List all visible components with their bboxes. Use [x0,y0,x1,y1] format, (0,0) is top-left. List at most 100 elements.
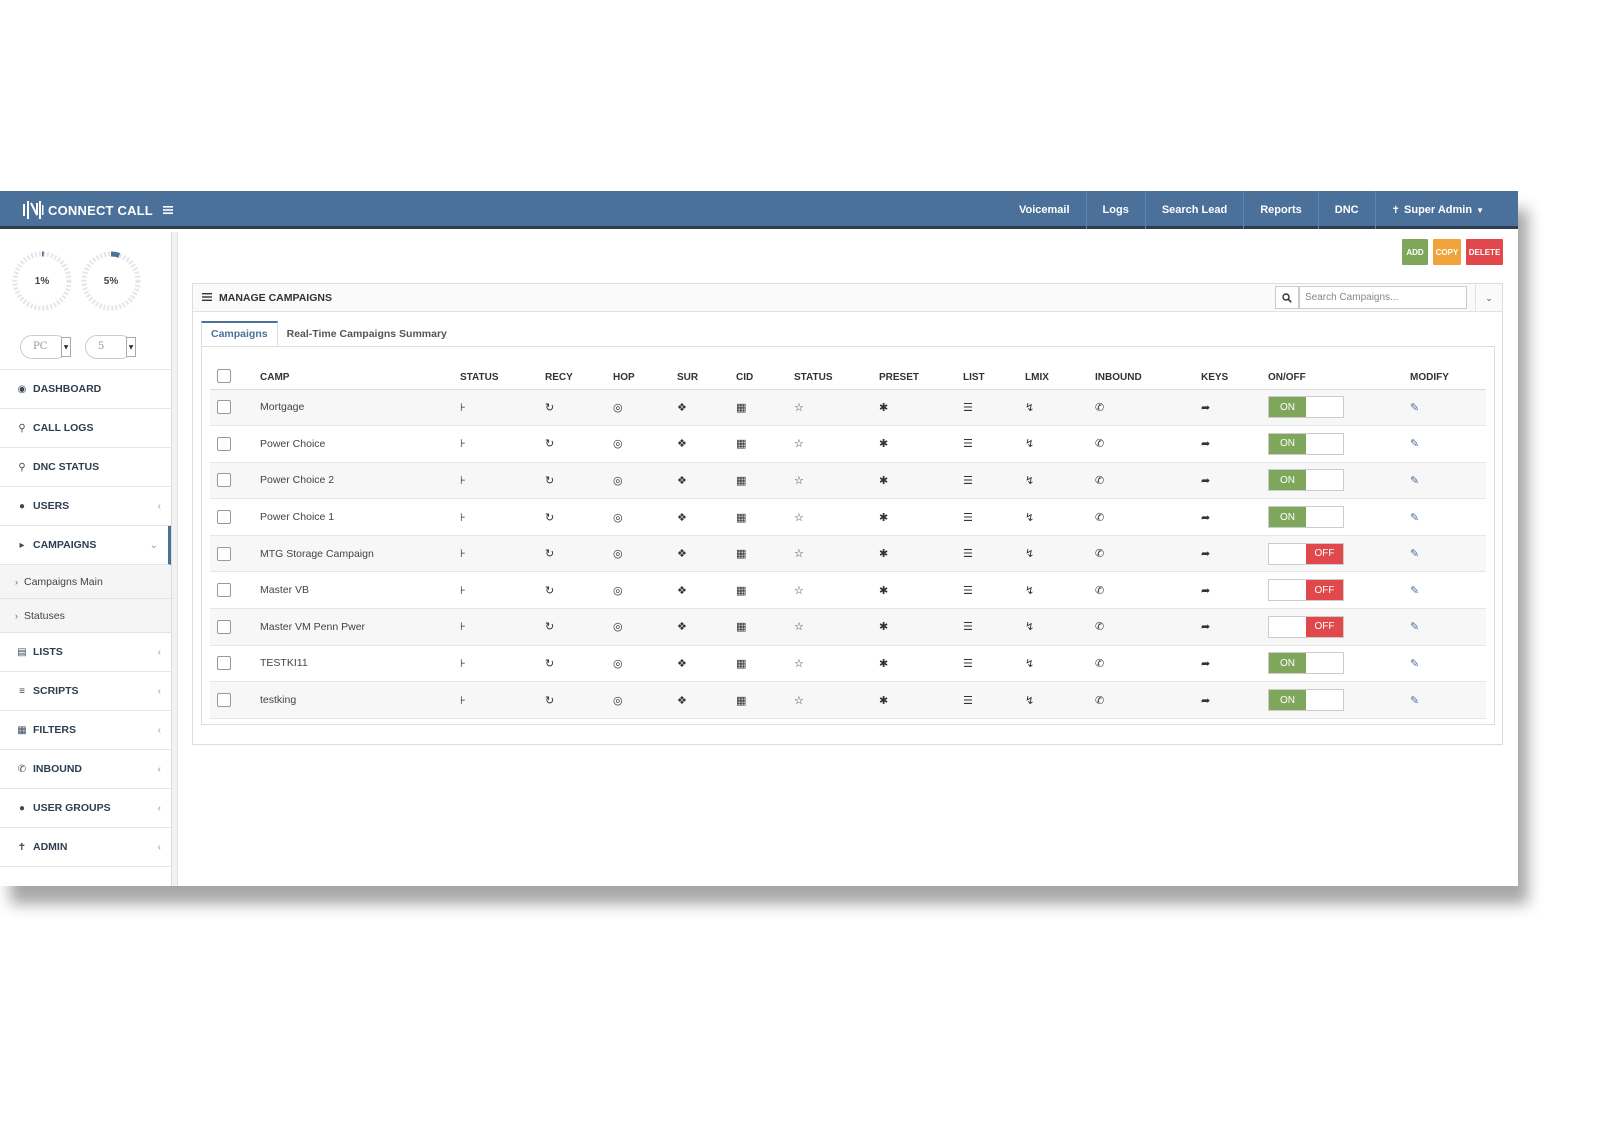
list-icon[interactable]: ☰ [963,584,973,597]
list-icon[interactable]: ☰ [963,401,973,414]
recycle-icon[interactable]: ↻ [545,694,555,707]
delete-button[interactable]: DELETE [1466,239,1503,265]
hopper-icon[interactable]: ◎ [613,584,623,597]
nav-search-lead[interactable]: Search Lead [1144,191,1243,229]
survey-icon[interactable]: ❖ [677,438,687,451]
sidebar-item-dnc-status[interactable]: ⚲ DNC STATUS [0,448,171,487]
survey-icon[interactable]: ❖ [677,694,687,707]
cid-grid-icon[interactable]: ▦ [736,401,747,414]
sidebar-item-campaigns[interactable]: ▸ CAMPAIGNS ⌄ [0,526,171,565]
status-star-icon[interactable]: ☆ [794,584,804,597]
search-button[interactable] [1275,286,1299,309]
status-sitemap-icon[interactable]: ⊦ [460,438,466,451]
nav-dnc[interactable]: DNC [1317,191,1375,229]
recycle-icon[interactable]: ↻ [545,584,555,597]
inbound-phone-icon[interactable]: ✆ [1095,548,1105,561]
row-checkbox[interactable] [217,436,231,451]
status-star-icon[interactable]: ☆ [794,438,804,451]
list-icon[interactable]: ☰ [963,694,973,707]
row-checkbox[interactable] [217,583,231,598]
chevron-down-icon[interactable]: ⌄ [1475,284,1502,312]
on-off-toggle[interactable]: ON [1268,396,1344,419]
hopper-icon[interactable]: ◎ [613,401,623,414]
edit-icon[interactable]: ✎ [1410,401,1420,414]
on-off-toggle[interactable]: OFF [1268,579,1344,602]
sidebar-item-filters[interactable]: ▦ FILTERS ‹ [0,711,171,750]
row-checkbox[interactable] [217,400,231,415]
search-input[interactable] [1299,286,1467,309]
survey-icon[interactable]: ❖ [677,621,687,634]
status-star-icon[interactable]: ☆ [794,401,804,414]
recycle-icon[interactable]: ↻ [545,438,555,451]
cid-grid-icon[interactable]: ▦ [736,584,747,597]
camp-name[interactable]: testking [260,681,460,719]
list-icon[interactable]: ☰ [963,474,973,487]
row-checkbox[interactable] [217,656,231,671]
survey-icon[interactable]: ❖ [677,548,687,561]
lmix-bolt-icon[interactable]: ↯ [1025,694,1035,707]
cid-grid-icon[interactable]: ▦ [736,621,747,634]
status-sitemap-icon[interactable]: ⊦ [460,474,466,487]
status-star-icon[interactable]: ☆ [794,474,804,487]
add-button[interactable]: ADD [1402,239,1428,265]
inbound-phone-icon[interactable]: ✆ [1095,474,1105,487]
lmix-bolt-icon[interactable]: ↯ [1025,401,1035,414]
edit-icon[interactable]: ✎ [1410,621,1420,634]
row-checkbox[interactable] [217,693,231,708]
hopper-icon[interactable]: ◎ [613,438,623,451]
preset-asterisk-icon[interactable]: ✱ [879,438,889,451]
status-sitemap-icon[interactable]: ⊦ [460,694,466,707]
status-sitemap-icon[interactable]: ⊦ [460,511,466,524]
inbound-phone-icon[interactable]: ✆ [1095,621,1105,634]
camp-name[interactable]: MTG Storage Campaign [260,535,460,573]
status-sitemap-icon[interactable]: ⊦ [460,621,466,634]
edit-icon[interactable]: ✎ [1410,548,1420,561]
edit-icon[interactable]: ✎ [1410,438,1420,451]
sidebar-item-lists[interactable]: ▤ LISTS ‹ [0,633,171,672]
list-icon[interactable]: ☰ [963,548,973,561]
sidebar-sub-statuses[interactable]: › Statuses [0,599,171,633]
lmix-bolt-icon[interactable]: ↯ [1025,474,1035,487]
lmix-bolt-icon[interactable]: ↯ [1025,584,1035,597]
sidebar-item-users[interactable]: ● USERS ‹ [0,487,171,526]
hopper-icon[interactable]: ◎ [613,548,623,561]
on-off-toggle[interactable]: OFF [1268,615,1344,638]
sidebar-item-scripts[interactable]: ≡ SCRIPTS ‹ [0,672,171,711]
sidebar-item-call-logs[interactable]: ⚲ CALL LOGS [0,409,171,448]
edit-icon[interactable]: ✎ [1410,474,1420,487]
camp-name[interactable]: Power Choice 2 [260,462,460,500]
status-star-icon[interactable]: ☆ [794,621,804,634]
camp-name[interactable]: Power Choice 1 [260,498,460,536]
nav-logs[interactable]: Logs [1085,191,1145,229]
status-star-icon[interactable]: ☆ [794,548,804,561]
keys-arrow-circle-icon[interactable]: ➦ [1201,584,1211,597]
on-off-toggle[interactable]: ON [1268,689,1344,712]
on-off-toggle[interactable]: OFF [1268,542,1344,565]
preset-asterisk-icon[interactable]: ✱ [879,694,889,707]
hopper-icon[interactable]: ◎ [613,694,623,707]
keys-arrow-circle-icon[interactable]: ➦ [1201,438,1211,451]
edit-icon[interactable]: ✎ [1410,584,1420,597]
survey-icon[interactable]: ❖ [677,401,687,414]
keys-arrow-circle-icon[interactable]: ➦ [1201,657,1211,670]
list-icon[interactable]: ☰ [963,621,973,634]
survey-icon[interactable]: ❖ [677,657,687,670]
row-checkbox[interactable] [217,473,231,488]
row-checkbox[interactable] [217,510,231,525]
inbound-phone-icon[interactable]: ✆ [1095,438,1105,451]
inbound-phone-icon[interactable]: ✆ [1095,511,1105,524]
keys-arrow-circle-icon[interactable]: ➦ [1201,401,1211,414]
preset-asterisk-icon[interactable]: ✱ [879,474,889,487]
nav-voicemail[interactable]: Voicemail [1018,204,1070,216]
keys-arrow-circle-icon[interactable]: ➦ [1201,621,1211,634]
survey-icon[interactable]: ❖ [677,474,687,487]
edit-icon[interactable]: ✎ [1410,511,1420,524]
nav-super-admin[interactable]: ✝ Super Admin ▼ [1374,191,1500,229]
keys-arrow-circle-icon[interactable]: ➦ [1201,694,1211,707]
camp-name[interactable]: Mortgage [260,389,460,427]
list-icon[interactable]: ☰ [963,657,973,670]
hopper-icon[interactable]: ◎ [613,621,623,634]
on-off-toggle[interactable]: ON [1268,506,1344,529]
cid-grid-icon[interactable]: ▦ [736,548,747,561]
recycle-icon[interactable]: ↻ [545,621,555,634]
